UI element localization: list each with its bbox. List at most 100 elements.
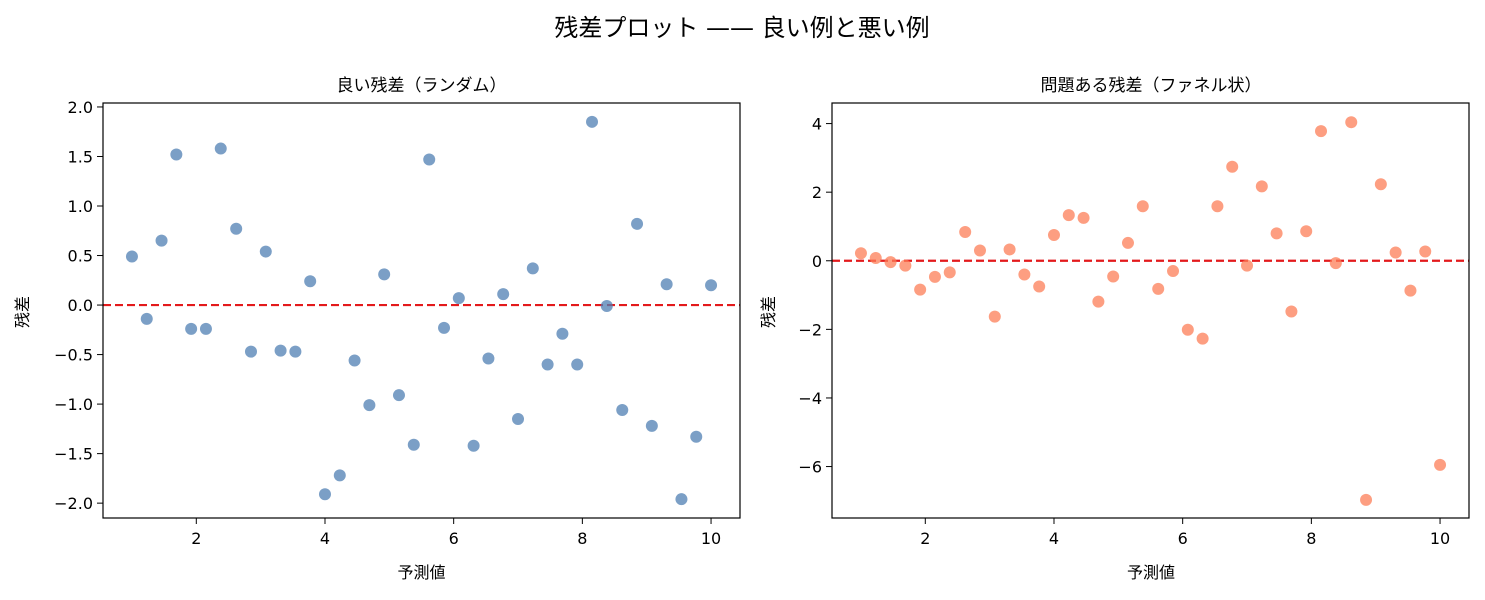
data-point	[586, 115, 599, 128]
x-tick-label: 8	[577, 529, 587, 548]
x-tick-label: 8	[1306, 529, 1316, 548]
x-tick-label: 6	[1178, 529, 1188, 548]
data-point	[289, 345, 302, 358]
data-point	[675, 493, 688, 506]
plot-frame	[831, 102, 1470, 519]
y-tick-label: 0.5	[68, 247, 93, 266]
data-point	[140, 312, 153, 325]
data-point	[1241, 259, 1254, 272]
data-point	[690, 430, 703, 443]
data-point	[244, 345, 257, 358]
data-point	[1107, 270, 1120, 283]
data-point	[1062, 209, 1075, 222]
data-point	[1300, 225, 1313, 238]
y-tick-label: −6	[798, 458, 822, 477]
data-point	[1315, 125, 1328, 138]
data-point	[1077, 211, 1090, 224]
data-point	[571, 358, 584, 371]
data-point	[512, 412, 525, 425]
data-point	[1047, 229, 1060, 242]
x-axis-label: 予測値	[397, 563, 445, 582]
data-point	[660, 278, 673, 291]
data-point	[1270, 227, 1283, 240]
data-point	[1136, 200, 1149, 213]
data-point	[467, 439, 480, 452]
data-point	[1360, 493, 1373, 506]
panel-good-residuals: 良い残差（ランダム） 予測値 残差 2 4 6 8 10 −2.0 −1.5 −1.0 −0.5…	[13, 76, 741, 582]
y-axis-label: 残差	[13, 296, 32, 328]
data-point	[1285, 305, 1298, 318]
y-tick-label: −1.0	[54, 395, 93, 414]
y-tick-label: 2.0	[68, 98, 93, 117]
data-point	[438, 321, 451, 334]
data-point	[1434, 458, 1447, 471]
data-point	[705, 279, 718, 292]
data-point	[645, 419, 658, 432]
x-tick-label: 6	[449, 529, 459, 548]
plot-frame	[102, 102, 741, 519]
panel-title: 問題ある残差（ファネル状）	[1041, 76, 1262, 96]
data-point	[423, 153, 436, 166]
panel-title: 良い残差（ランダム）	[337, 76, 507, 96]
data-point	[214, 142, 227, 155]
data-point	[230, 222, 243, 235]
y-tick-label: −0.5	[54, 346, 93, 365]
points-layer	[854, 116, 1447, 506]
data-point	[1018, 268, 1031, 281]
data-point	[407, 438, 420, 451]
figure-suptitle: 残差プロット —— 良い例と悪い例	[554, 14, 929, 42]
x-axis-label: 予測値	[1127, 563, 1175, 582]
y-tick-label: −1.5	[54, 445, 93, 464]
tick-layer: 2 4 6 8 10 −2.0 −1.5 −1.0 −0.5 0.0 0.5 1.0 1.5 2.0	[54, 98, 721, 548]
data-point	[869, 252, 882, 265]
data-point	[1329, 257, 1342, 270]
y-tick-label: 0	[812, 252, 822, 271]
data-point	[348, 354, 361, 367]
data-point	[333, 469, 346, 482]
data-point	[1404, 284, 1417, 297]
data-point	[1419, 245, 1432, 258]
y-tick-label: 0.0	[68, 296, 93, 315]
data-point	[899, 259, 912, 272]
data-point	[170, 148, 183, 161]
data-point	[1003, 243, 1016, 256]
data-point	[482, 352, 495, 365]
data-point	[884, 256, 897, 269]
data-point	[1374, 178, 1387, 191]
data-point	[392, 389, 405, 402]
points-layer	[125, 115, 718, 506]
data-point	[378, 268, 391, 281]
data-point	[526, 262, 539, 275]
data-point	[1255, 180, 1268, 193]
y-tick-label: 1.0	[68, 197, 93, 216]
panel-funnel-residuals: 問題ある残差（ファネル状） 予測値 残差 2 4 6 8 10 −6 −4 −2 0 2 4	[759, 76, 1470, 582]
y-tick-label: 2	[812, 183, 822, 202]
data-point	[973, 244, 986, 257]
x-tick-label: 2	[191, 529, 201, 548]
y-tick-label: −2.0	[54, 494, 93, 513]
data-point	[1389, 246, 1402, 259]
data-point	[452, 292, 465, 305]
data-point	[1152, 282, 1165, 295]
y-axis-label: 残差	[759, 296, 778, 328]
data-point	[600, 300, 613, 313]
data-point	[1181, 323, 1194, 336]
data-point	[631, 217, 644, 230]
data-point	[318, 488, 331, 501]
data-point	[1033, 280, 1046, 293]
data-point	[616, 404, 629, 417]
data-point	[556, 327, 569, 340]
x-tick-label: 10	[1430, 529, 1450, 548]
x-tick-label: 4	[320, 529, 330, 548]
data-point	[1167, 265, 1180, 278]
data-point	[1345, 116, 1358, 129]
data-point	[928, 270, 941, 283]
data-point	[943, 266, 956, 279]
data-point	[541, 358, 554, 371]
data-point	[959, 225, 972, 238]
y-tick-label: 1.5	[68, 147, 93, 166]
data-point	[1092, 295, 1105, 308]
data-point	[259, 245, 272, 258]
data-point	[1211, 200, 1224, 213]
